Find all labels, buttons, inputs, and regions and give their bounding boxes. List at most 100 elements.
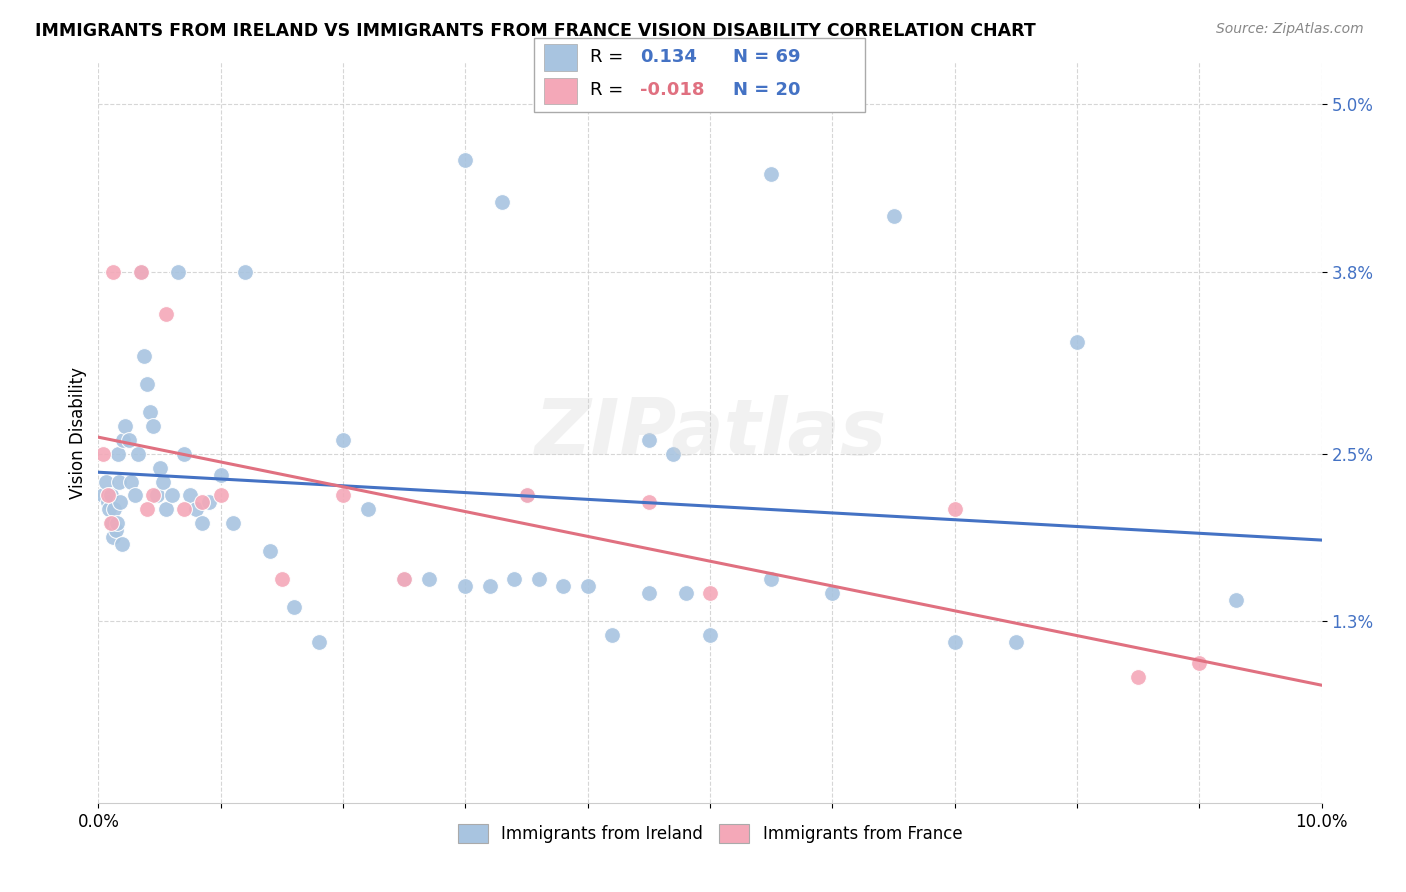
Point (418, 572, 440, 586)
Point (111, 537, 134, 551)
Point (576, 579, 599, 593)
Point (146, 488, 169, 502)
Point (283, 600, 305, 615)
Point (160, 488, 183, 502)
Point (1066, 334, 1088, 349)
Point (103, 502, 125, 516)
Point (149, 460, 172, 475)
Point (209, 467, 232, 482)
Point (167, 265, 190, 279)
Point (191, 495, 214, 509)
Legend: Immigrants from Ireland, Immigrants from France: Immigrants from Ireland, Immigrants from… (451, 817, 969, 850)
Point (94, 475, 117, 489)
Point (516, 488, 538, 502)
Point (553, 579, 575, 593)
Text: ZIPatlas: ZIPatlas (534, 394, 886, 471)
Point (527, 572, 550, 586)
Point (209, 488, 232, 502)
Point (503, 572, 526, 586)
Point (233, 265, 256, 279)
Point (107, 446, 129, 460)
Point (91, 488, 114, 502)
Point (142, 418, 165, 433)
Point (132, 349, 155, 363)
Point (139, 405, 162, 419)
Point (675, 586, 697, 600)
Point (662, 446, 685, 460)
Point (516, 488, 538, 502)
Point (101, 265, 124, 279)
Point (699, 628, 721, 642)
Point (222, 516, 245, 531)
Point (392, 572, 416, 586)
Point (124, 488, 146, 502)
Point (127, 446, 149, 460)
Text: 0.134: 0.134 (640, 48, 697, 66)
Point (821, 586, 844, 600)
Point (114, 418, 136, 433)
Point (104, 524, 127, 538)
Point (191, 516, 214, 531)
Point (120, 475, 142, 489)
Point (197, 495, 219, 509)
Text: N = 20: N = 20 (733, 81, 800, 99)
Text: -0.018: -0.018 (640, 81, 704, 99)
Y-axis label: Vision Disability: Vision Disability (69, 367, 87, 499)
Point (259, 544, 281, 558)
Point (491, 195, 513, 210)
Point (637, 433, 661, 447)
Point (105, 516, 128, 531)
Point (100, 488, 122, 502)
Point (270, 572, 294, 586)
Point (108, 475, 131, 489)
Point (111, 433, 134, 447)
FancyBboxPatch shape (534, 38, 865, 112)
Point (98, 502, 121, 516)
Point (943, 635, 966, 649)
Text: N = 69: N = 69 (733, 48, 800, 66)
Point (883, 209, 905, 223)
Point (97, 488, 120, 502)
Point (761, 572, 783, 586)
Point (101, 530, 124, 544)
Point (118, 433, 141, 447)
Point (637, 495, 661, 509)
Point (600, 628, 623, 642)
Point (91, 446, 114, 460)
Point (1188, 656, 1211, 670)
Point (454, 153, 477, 168)
Point (761, 167, 783, 181)
Point (129, 265, 152, 279)
Point (478, 579, 501, 593)
Point (454, 579, 477, 593)
Point (332, 433, 354, 447)
Point (186, 502, 208, 516)
Point (136, 376, 159, 391)
Point (332, 488, 354, 502)
Text: R =: R = (591, 48, 630, 66)
Point (142, 488, 165, 502)
Point (356, 502, 378, 516)
Point (136, 502, 159, 516)
Point (699, 586, 721, 600)
Text: IMMIGRANTS FROM IRELAND VS IMMIGRANTS FROM FRANCE VISION DISABILITY CORRELATION : IMMIGRANTS FROM IRELAND VS IMMIGRANTS FR… (35, 22, 1036, 40)
Point (155, 307, 177, 321)
Point (97, 495, 120, 509)
Point (1004, 635, 1026, 649)
Point (173, 446, 195, 460)
Point (100, 516, 122, 531)
FancyBboxPatch shape (544, 45, 578, 70)
Text: Source: ZipAtlas.com: Source: ZipAtlas.com (1216, 22, 1364, 37)
Point (637, 586, 661, 600)
Point (179, 488, 201, 502)
Point (1225, 593, 1247, 607)
Point (392, 572, 416, 586)
Point (943, 502, 966, 516)
FancyBboxPatch shape (544, 78, 578, 104)
Point (101, 516, 124, 531)
Point (155, 502, 177, 516)
Point (1128, 670, 1150, 684)
Point (308, 635, 330, 649)
Text: R =: R = (591, 81, 630, 99)
Point (152, 475, 174, 489)
